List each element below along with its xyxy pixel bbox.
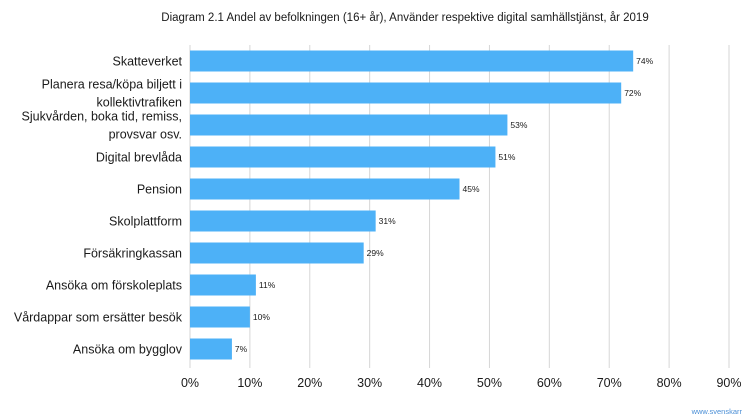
x-axis-ticks: 0% 10% 20% 30% 40% 50% 60% 70% 80% 90% — [181, 376, 742, 390]
category-label: Pension — [137, 183, 182, 197]
data-labels: 74% 72% 53% 51% 45% 31% 29% 11% 10% 7% — [235, 56, 654, 354]
bar — [190, 242, 364, 264]
bar — [190, 178, 460, 200]
x-tick-label: 40% — [417, 376, 442, 390]
category-labels: Skatteverket Planera resa/köpa biljett i k… — [14, 55, 183, 357]
data-label: 7% — [235, 344, 248, 354]
chart-title: Diagram 2.1 Andel av befolkningen (16+ å… — [161, 12, 648, 24]
x-tick-label: 20% — [297, 376, 322, 390]
bar — [190, 210, 376, 232]
data-label: 45% — [463, 184, 480, 194]
bars — [190, 50, 634, 360]
bar — [190, 50, 634, 72]
bar — [190, 274, 256, 296]
data-label: 72% — [624, 88, 641, 98]
data-label: 51% — [498, 152, 515, 162]
bar — [190, 306, 250, 328]
x-tick-label: 90% — [716, 376, 741, 390]
x-tick-label: 0% — [181, 376, 199, 390]
data-label: 11% — [259, 280, 276, 290]
data-label: 29% — [367, 248, 384, 258]
category-label: Ansöka om förskoleplats — [46, 279, 182, 293]
category-label: kollektivtrafiken — [97, 96, 182, 110]
x-tick-label: 30% — [357, 376, 382, 390]
x-tick-label: 50% — [477, 376, 502, 390]
category-label: Planera resa/köpa biljett i — [42, 78, 182, 92]
category-label: Skolplattform — [109, 215, 182, 229]
x-tick-label: 80% — [657, 376, 682, 390]
x-tick-label: 70% — [597, 376, 622, 390]
data-label: 10% — [253, 312, 270, 322]
category-label: Sjukvården, boka tid, remiss, — [22, 110, 183, 124]
x-tick-label: 10% — [237, 376, 262, 390]
data-label: 74% — [636, 56, 653, 66]
bar — [190, 114, 508, 136]
bar — [190, 338, 232, 360]
category-label: Försäkringkassan — [83, 247, 182, 261]
data-label: 53% — [510, 120, 527, 130]
category-label: Digital brevlåda — [96, 151, 182, 165]
watermark: www.svenskarr — [691, 407, 743, 416]
data-label: 31% — [379, 216, 396, 226]
category-label: provsvar osv. — [109, 128, 182, 142]
category-label: Vårdappar som ersätter besök — [14, 311, 183, 325]
x-tick-label: 60% — [537, 376, 562, 390]
bar — [190, 146, 496, 168]
bar — [190, 82, 622, 104]
category-label: Ansöka om bygglov — [73, 343, 183, 357]
category-label: Skatteverket — [113, 55, 183, 69]
